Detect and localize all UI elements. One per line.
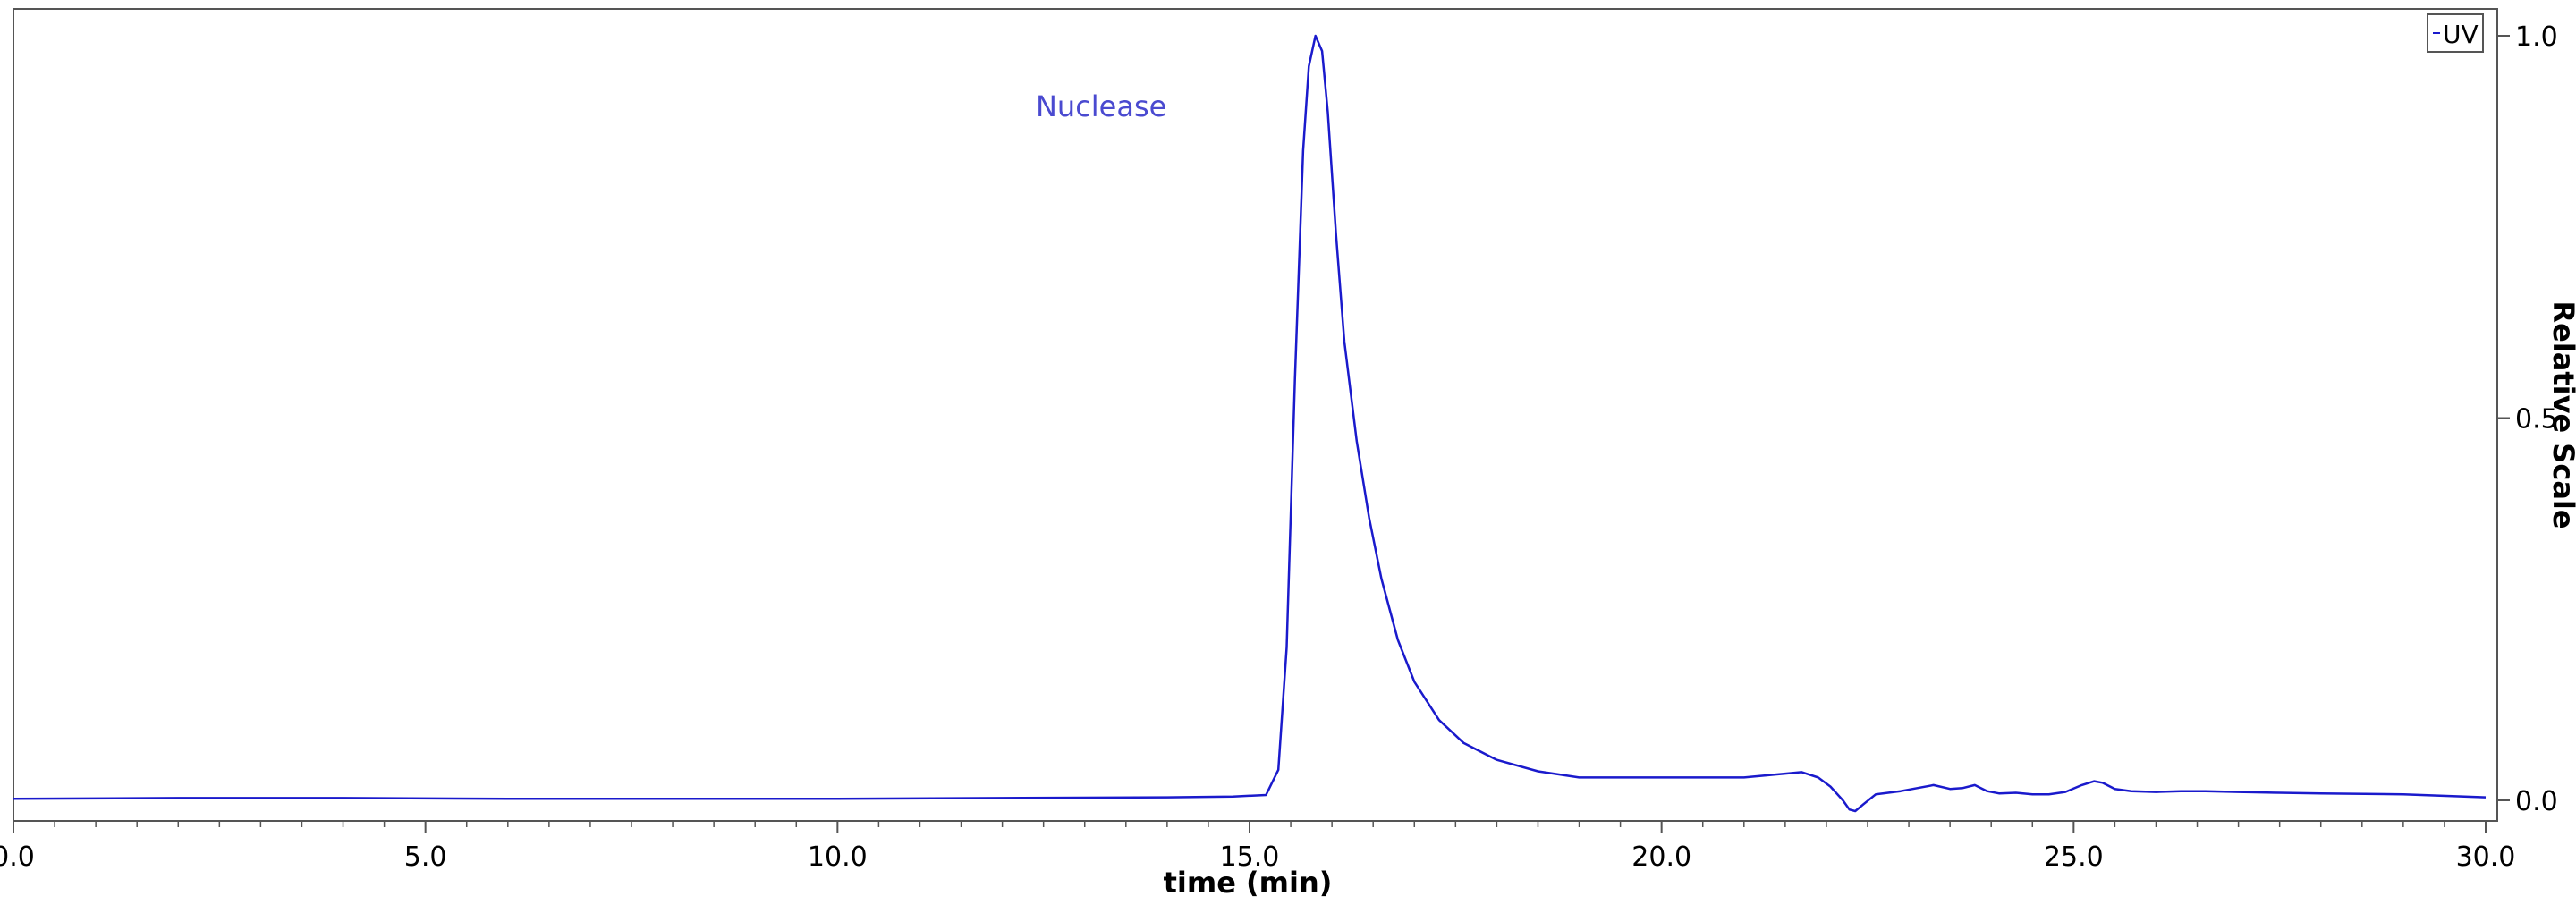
annotation-label: Nuclease [1036, 89, 1166, 123]
y-axis: 0.0 0.5 1.0 [2497, 21, 2558, 817]
legend: UV [2427, 13, 2484, 53]
x-tick-label: 15.0 [1220, 842, 1280, 873]
y-axis-label: Relative Scale [2546, 300, 2576, 529]
annotation-layer: Nuclease [1036, 89, 1166, 123]
x-tick-label: 10.0 [808, 842, 868, 873]
x-tick-label: 20.0 [1631, 842, 1691, 873]
x-tick-label: 5.0 [404, 842, 447, 873]
y-tick-label: 0.5 [2515, 404, 2558, 436]
x-tick-label: 30.0 [2456, 842, 2516, 873]
x-tick-label: 0.0 [0, 842, 35, 873]
x-axis: 0.0 5.0 10.0 15.0 20.0 25.0 30.0 [0, 821, 2515, 873]
legend-entry-uv: UV [2443, 20, 2479, 49]
series-line-uv [13, 34, 2487, 813]
plot-frame [13, 8, 2498, 822]
y-tick-label: 0.0 [2515, 786, 2558, 817]
x-tick-label: 25.0 [2044, 842, 2104, 873]
series-layer [13, 34, 2487, 813]
y-tick-label: 1.0 [2515, 21, 2558, 53]
x-axis-label: time (min) [1164, 866, 1333, 900]
